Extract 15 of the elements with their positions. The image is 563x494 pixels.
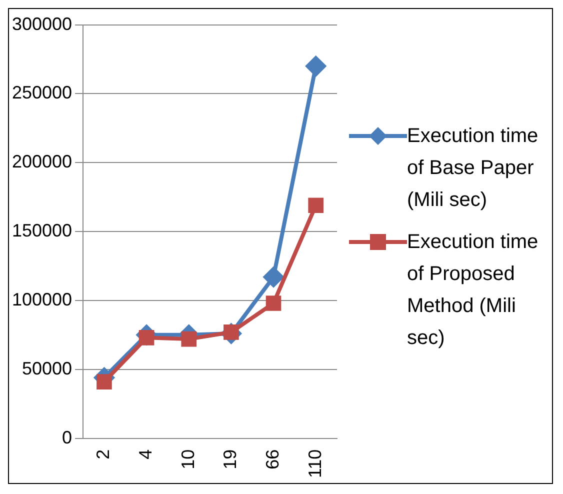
- legend-label: Execution time of Proposed Method (Mili sec): [407, 230, 539, 351]
- x-tick-label: 2: [93, 449, 114, 460]
- legend-label: Execution time of Base Paper (Mili sec): [407, 124, 539, 213]
- y-tick-label: 200000: [12, 152, 72, 172]
- x-tick-label: 19: [220, 449, 240, 470]
- x-tick-label: 66: [262, 449, 282, 470]
- y-tick-label: 150000: [12, 220, 72, 241]
- y-tick-label: 250000: [12, 82, 72, 103]
- y-tick-label: 0: [62, 427, 72, 448]
- y-tick-label: 300000: [12, 14, 72, 34]
- y-tick-label: 100000: [12, 289, 72, 310]
- y-tick-label: 50000: [22, 358, 72, 378]
- x-tick-label: 10: [178, 449, 198, 470]
- x-tick-label: 110: [304, 449, 325, 478]
- x-tick-label: 4: [136, 449, 156, 460]
